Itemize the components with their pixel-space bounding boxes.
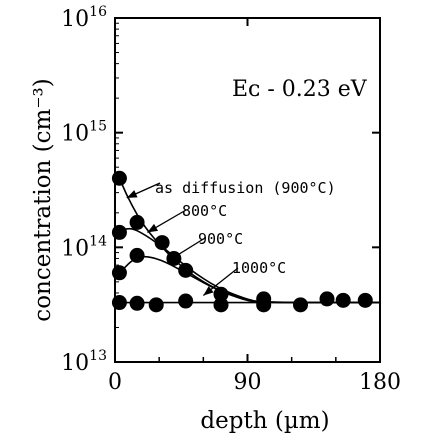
- y-tick-label: 1014: [61, 233, 107, 261]
- data-point: [213, 286, 229, 302]
- data-point: [256, 297, 272, 313]
- data-points: [111, 170, 373, 313]
- y-tick-label: 1013: [61, 348, 107, 376]
- data-point: [178, 262, 194, 278]
- data-point: [111, 265, 127, 281]
- annotation-1000c: 1000°C: [232, 259, 286, 277]
- data-point: [111, 170, 127, 186]
- data-point: [319, 291, 335, 307]
- x-tick-label: 180: [359, 370, 401, 395]
- annotation-as-diffusion: as diffusion (900°C): [155, 179, 336, 197]
- data-point: [129, 214, 145, 230]
- y-tick-label: 1016: [61, 4, 107, 32]
- data-point: [335, 292, 351, 308]
- x-tick-label: 90: [234, 370, 262, 395]
- data-point: [357, 292, 373, 308]
- annotation-900c: 900°C: [198, 230, 243, 248]
- x-tick-label: 0: [108, 370, 122, 395]
- annotation-arrow-head: [147, 223, 159, 233]
- data-point: [129, 295, 145, 311]
- x-axis-title: depth (µm): [200, 408, 329, 434]
- axis-ticks: 0 90 180 1013 1014 1015 1016: [61, 4, 401, 395]
- data-point: [213, 297, 229, 313]
- data-point: [178, 293, 194, 309]
- y-tick-label: 1015: [61, 119, 107, 147]
- data-point: [129, 247, 145, 263]
- data-point: [293, 297, 308, 313]
- annotation-arrows: [126, 182, 239, 297]
- annotation-arrow-head: [203, 286, 214, 296]
- data-point: [154, 235, 170, 251]
- data-point: [148, 297, 164, 313]
- panel-label: Eᴄ - 0.23 eV: [232, 77, 368, 102]
- data-point: [111, 224, 127, 240]
- data-point: [111, 295, 127, 311]
- annotation-800c: 800°C: [182, 202, 227, 220]
- y-axis-title: concentration (cm⁻³): [30, 78, 56, 321]
- annotation-arrow-head: [126, 190, 138, 198]
- annotation-arrow-head: [168, 252, 179, 262]
